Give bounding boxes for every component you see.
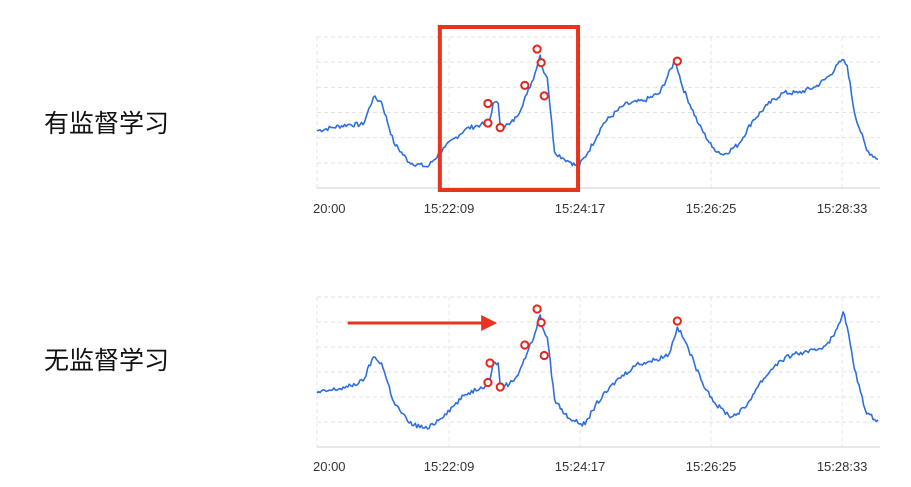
x-tick-label: 15:26:25	[686, 459, 737, 474]
anomaly-marker	[532, 304, 542, 314]
chart-unsupervised: 20:00 15:22:09 15:24:17 15:26:25 15:28:33	[313, 296, 880, 474]
x-tick-label: 15:28:33	[817, 201, 868, 216]
anomaly-marker	[672, 316, 682, 326]
anomaly-marker	[485, 358, 495, 368]
anomaly-marker	[539, 91, 549, 101]
anomaly-marker	[495, 382, 505, 392]
anomaly-marker	[483, 98, 493, 109]
x-tick-label: 20:00	[313, 201, 346, 216]
anomaly-marker	[483, 377, 493, 388]
highlight-box	[437, 25, 581, 192]
anomaly-marker	[672, 56, 682, 66]
panel-label-supervised: 有监督学习	[44, 109, 170, 138]
x-tick-label: 15:22:09	[424, 201, 475, 216]
anomaly-marker	[536, 317, 546, 328]
series-line	[316, 311, 879, 430]
x-tick-label: 15:24:17	[555, 201, 606, 216]
anomaly-marker	[520, 80, 530, 90]
x-tick-label: 15:22:09	[424, 459, 475, 474]
anomaly-marker	[495, 123, 505, 133]
anomaly-marker	[483, 118, 493, 128]
chart-supervised: 20:00 15:22:09 15:24:17 15:26:25 15:28:33	[313, 36, 880, 216]
anomaly-marker	[532, 44, 542, 54]
series-line	[316, 54, 879, 168]
arrow-head-icon	[481, 315, 498, 331]
anomaly-marker	[539, 350, 549, 361]
x-tick-label: 15:24:17	[555, 459, 606, 474]
x-tick-label: 15:26:25	[686, 201, 737, 216]
x-tick-label: 15:28:33	[817, 459, 868, 474]
panel-label-unsupervised: 无监督学习	[44, 346, 170, 375]
anomaly-marker	[520, 340, 530, 350]
annotation-overlay	[347, 25, 581, 331]
anomaly-marker	[536, 58, 546, 68]
x-tick-label: 20:00	[313, 459, 346, 474]
